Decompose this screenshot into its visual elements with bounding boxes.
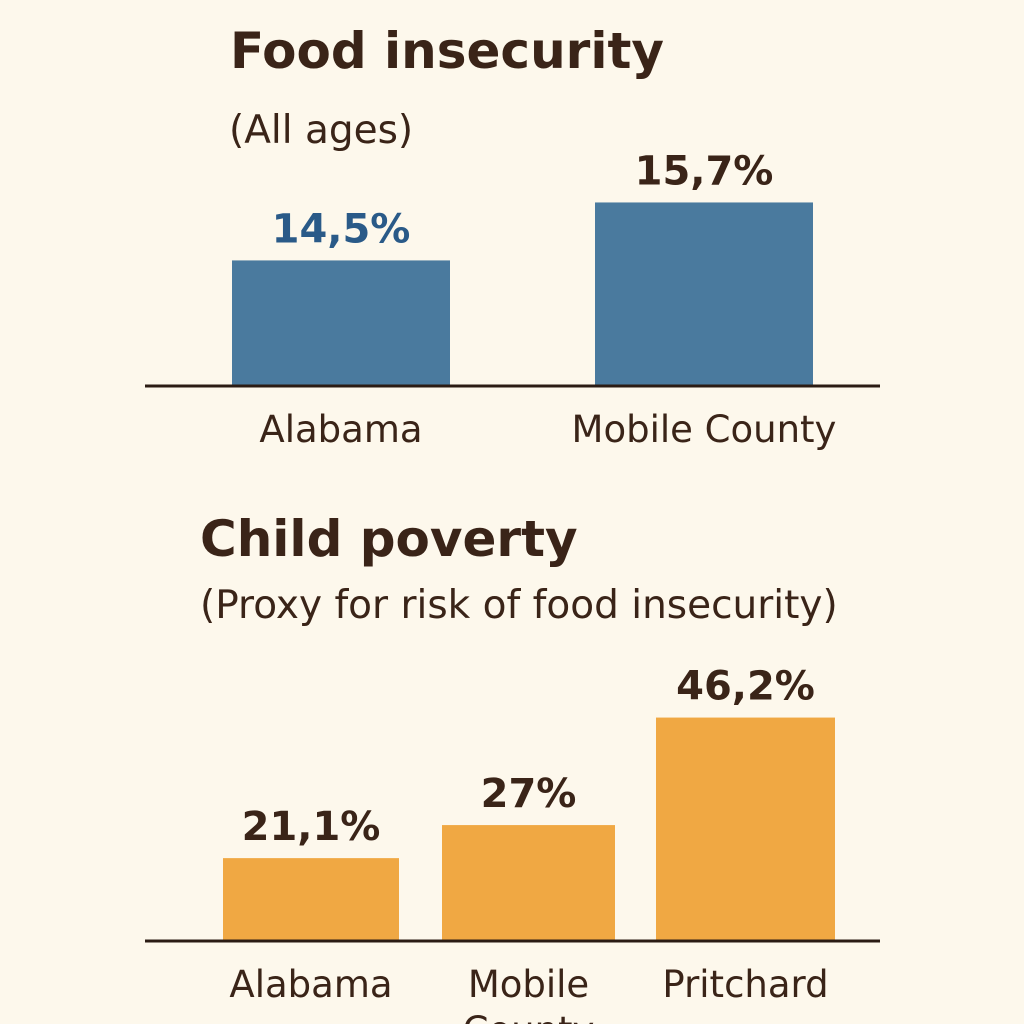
category-label: Mobile County [572, 408, 837, 451]
chart-subtitle: (All ages) [229, 108, 413, 153]
category-label: Alabama [259, 408, 422, 451]
category-label: Alabama [229, 963, 392, 1006]
bar-pritchard [656, 717, 835, 941]
chart-subtitle: (Proxy for risk of food insecurity) [200, 583, 838, 628]
chart-title: Food insecurity [230, 22, 664, 80]
data-label: 21,1% [242, 804, 381, 850]
data-label: 15,7% [635, 148, 774, 194]
food-insecurity-chart: Food insecurity (All ages) 14,5% Alabama 1… [145, 22, 880, 451]
chart-title: Child poverty [200, 510, 578, 568]
bar-mobile-county [595, 202, 813, 386]
category-label: Pritchard [662, 963, 828, 1006]
child-poverty-chart: Child poverty (Proxy for risk of food in… [145, 510, 880, 1024]
bar-mobile-county [442, 825, 615, 941]
data-label: 46,2% [676, 664, 815, 710]
bar-alabama [232, 260, 450, 386]
data-label: 27% [481, 771, 577, 817]
data-label: 14,5% [272, 206, 411, 252]
bar-alabama [223, 858, 399, 941]
